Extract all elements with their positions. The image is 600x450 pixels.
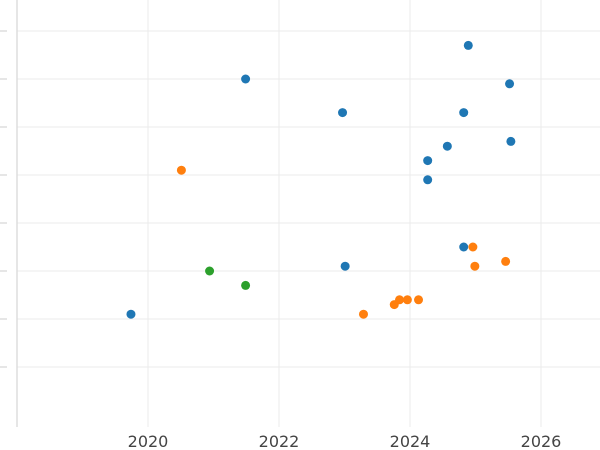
x-tick-label: 2020 xyxy=(128,432,169,450)
data-point-series-1 xyxy=(459,242,469,252)
data-point-series-1 xyxy=(423,175,433,185)
data-point-series-2 xyxy=(468,242,478,252)
data-point-series-1 xyxy=(338,108,348,118)
data-point-series-3 xyxy=(205,266,215,276)
data-point-series-2 xyxy=(402,295,412,305)
data-point-series-1 xyxy=(506,136,516,146)
data-point-series-1 xyxy=(241,74,251,84)
x-axis: 2020 2022 2024 2026 xyxy=(128,432,562,450)
data-point-series-2 xyxy=(395,295,405,305)
data-point-series-3 xyxy=(241,280,251,290)
data-point-series-1 xyxy=(463,40,473,50)
data-point-series-2 xyxy=(414,295,424,305)
data-point-series-2 xyxy=(470,261,480,271)
data-point-series-1 xyxy=(459,108,469,118)
x-tick-label: 2022 xyxy=(259,432,300,450)
grid xyxy=(0,0,600,427)
data-point-series-2 xyxy=(176,165,186,175)
x-tick-label: 2024 xyxy=(390,432,431,450)
data-point-series-1 xyxy=(340,261,350,271)
x-tick-label: 2026 xyxy=(521,432,562,450)
data-point-series-1 xyxy=(126,309,136,319)
data-point-series-1 xyxy=(442,141,452,151)
data-point-series-2 xyxy=(501,256,511,266)
data-points xyxy=(126,40,516,319)
data-point-series-1 xyxy=(505,79,515,89)
data-point-series-2 xyxy=(358,309,368,319)
data-point-series-1 xyxy=(423,156,433,166)
